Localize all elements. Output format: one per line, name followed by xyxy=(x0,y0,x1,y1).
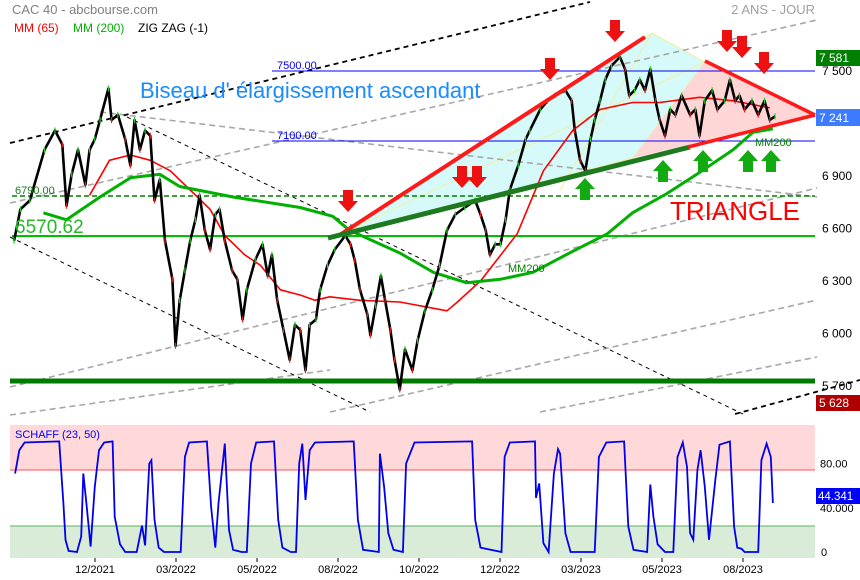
schaff-last-badge-text: 44.341 xyxy=(818,491,853,503)
up-arrow-icon xyxy=(738,150,758,172)
x-tick-label: 03/2023 xyxy=(561,564,601,576)
schaff-tick-label: 40.000 xyxy=(820,503,854,515)
neutral-band xyxy=(10,470,815,526)
triangle-lower-line xyxy=(687,113,816,149)
triangle-label: TRIANGLE xyxy=(670,196,800,226)
level-7500-label: 7500.00 xyxy=(277,60,317,72)
down-arrow-icon xyxy=(338,190,358,212)
gray-trend-line xyxy=(9,19,818,204)
black-dashed-lines xyxy=(9,1,860,416)
descending-line xyxy=(9,236,371,413)
wedge-upper-line xyxy=(336,35,647,238)
low-badge: 5 628 xyxy=(816,395,860,411)
y-tick-label: 6 000 xyxy=(822,327,852,341)
horizontal-levels xyxy=(10,70,815,384)
up-arrow-icon xyxy=(653,160,673,182)
y-tick-label: 6 300 xyxy=(822,274,852,288)
down-arrow-icon xyxy=(754,52,774,74)
gray-trend-line xyxy=(9,369,331,416)
triangle-fill xyxy=(633,62,813,158)
gray-trend-line xyxy=(9,187,818,388)
legend-mm65: MM (65) xyxy=(14,21,59,35)
x-tick-label: 12/2021 xyxy=(75,564,115,576)
x-tick-label: 08/2022 xyxy=(318,564,358,576)
price-line xyxy=(12,55,776,391)
up-arrow-icon xyxy=(761,150,781,172)
schaff-title: SCHAFF (23, 50) xyxy=(15,429,100,441)
period-label: 2 ANS - JOUR xyxy=(731,2,815,17)
high-badge: 7 581 xyxy=(816,50,860,66)
legend-mm200: MM (200) xyxy=(73,21,124,35)
descending-line xyxy=(126,116,746,416)
wedge-inner-line xyxy=(559,32,653,191)
schaff-last-badge: 44.341 xyxy=(816,488,860,504)
level-6790-label: 6790.00 xyxy=(15,185,55,197)
schaff-panel xyxy=(10,425,815,558)
up-arrow-icon xyxy=(575,178,595,200)
x-tick-label: 05/2022 xyxy=(237,564,277,576)
series-layer xyxy=(12,54,776,555)
mm200-line xyxy=(42,127,774,285)
level-6570-label: 6570.62 xyxy=(15,217,84,238)
chart-title: CAC 40 - abcbourse.com xyxy=(12,2,158,17)
down-arrow-icon xyxy=(540,58,560,80)
gray-trend-line xyxy=(99,111,818,198)
high-badge-text: 7 581 xyxy=(819,51,849,65)
wedge-fill xyxy=(339,32,706,236)
level-7100-label: 7100.00 xyxy=(277,130,317,142)
down-arrow-icon xyxy=(732,36,752,58)
down-arrow-icon xyxy=(717,30,737,52)
low-badge-text: 5 628 xyxy=(819,396,849,410)
mm65-line xyxy=(88,96,770,312)
x-tick-label: 08/2023 xyxy=(723,564,763,576)
gray-trend-line xyxy=(539,356,818,413)
channel-lines xyxy=(9,19,818,416)
schaff-line xyxy=(14,439,774,555)
down-arrow-icon xyxy=(452,166,472,188)
down-arrow-icon xyxy=(467,166,487,188)
legend-zigzag: ZIG ZAG (-1) xyxy=(138,21,208,35)
y-tick-label: 6 600 xyxy=(822,222,852,236)
lower-broadening-line xyxy=(734,379,860,415)
schaff-tick-label: 80.00 xyxy=(820,459,848,471)
gray-trend-line xyxy=(329,299,818,413)
pattern-title: Biseau d' élargissement ascendant xyxy=(140,78,481,103)
last-price-badge: 7 241 xyxy=(816,109,860,126)
x-tick-label: 10/2022 xyxy=(399,564,439,576)
y-tick-label: 6 900 xyxy=(822,169,852,183)
x-tick-label: 05/2023 xyxy=(642,564,682,576)
mm200-label: MM200 xyxy=(508,263,545,275)
down-arrow-icon xyxy=(605,20,625,42)
last-price-badge-text: 7 241 xyxy=(819,111,849,125)
date-axis: 12/2021 03/2022 05/2022 08/2022 10/2022 12/20… xyxy=(75,558,763,576)
y-tick-label: 5 700 xyxy=(822,379,852,393)
price-axis: 7 500 6 900 6 600 6 300 6 000 5 700 xyxy=(822,64,852,393)
schaff-tick-label: 0 xyxy=(821,547,827,559)
triangle-upper-line xyxy=(704,59,816,117)
mm200-label: MM200 xyxy=(755,137,792,149)
x-tick-label: 12/2022 xyxy=(480,564,520,576)
wedge-lower-line xyxy=(327,144,691,241)
y-tick-label: 7 500 xyxy=(822,64,852,78)
up-arrow-icon xyxy=(693,150,713,172)
x-tick-label: 03/2022 xyxy=(156,564,196,576)
signal-arrows xyxy=(338,20,781,212)
upper-broadening-line xyxy=(9,1,591,144)
schaff-axis: 80.00 40.000 0 xyxy=(820,459,854,559)
